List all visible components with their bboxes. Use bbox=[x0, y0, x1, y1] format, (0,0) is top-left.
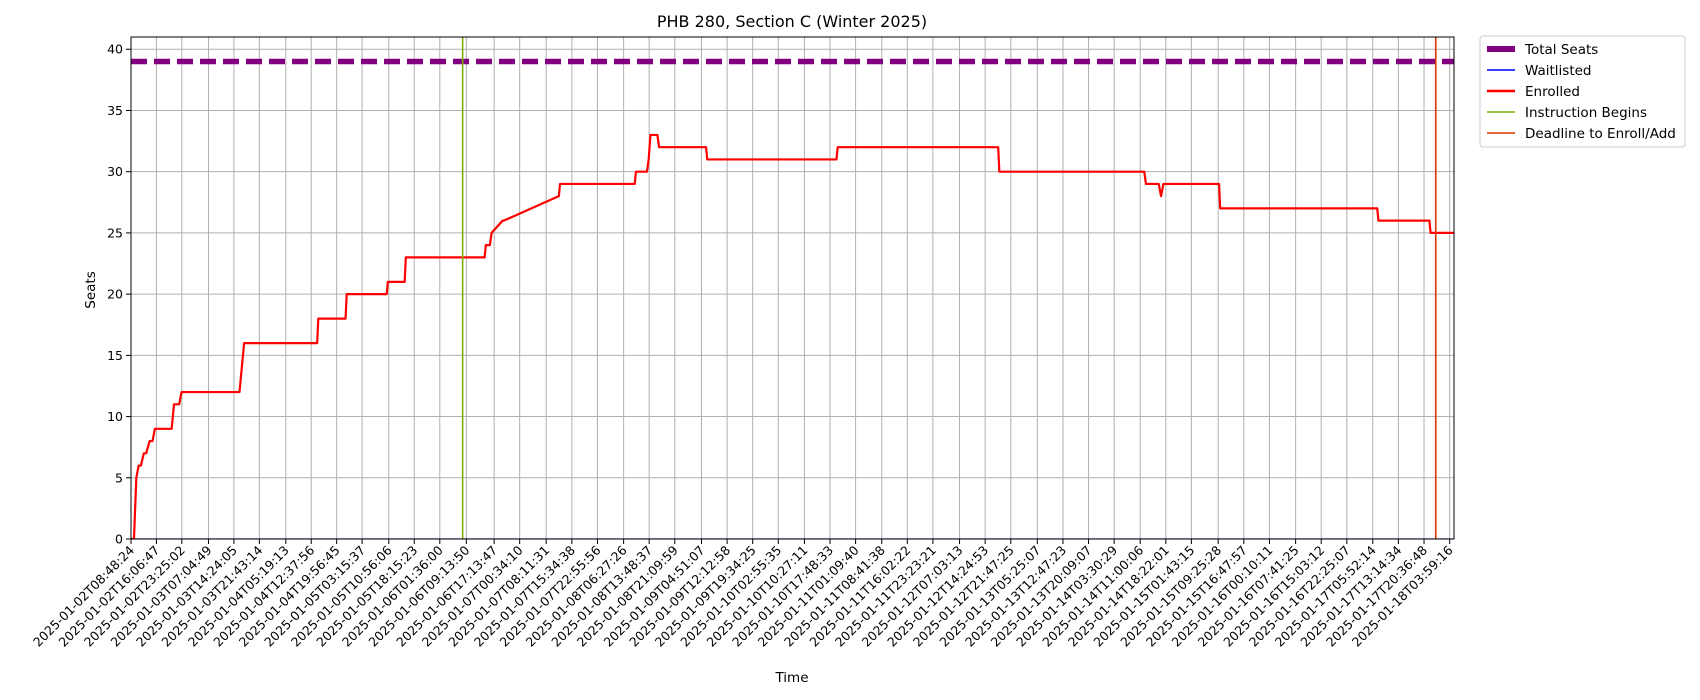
y-tick-label: 15 bbox=[107, 348, 123, 363]
data-layer bbox=[131, 37, 1454, 539]
y-tick-label: 20 bbox=[107, 287, 123, 302]
y-tick-label: 25 bbox=[107, 225, 123, 240]
chart-title: PHB 280, Section C (Winter 2025) bbox=[657, 12, 927, 31]
y-tick-label: 35 bbox=[107, 103, 123, 118]
legend-label-deadline-to-enroll-add: Deadline to Enroll/Add bbox=[1525, 126, 1676, 142]
y-tick-label: 5 bbox=[115, 470, 123, 485]
y-axis-title: Seats bbox=[83, 271, 99, 308]
y-tick-label: 10 bbox=[107, 409, 123, 424]
plot-frame bbox=[130, 36, 1455, 540]
series-enrolled-line bbox=[131, 133, 1454, 539]
y-tick-label: 30 bbox=[107, 164, 123, 179]
legend-items: Total Seats Waitlisted Enrolled Instruction… bbox=[1487, 42, 1676, 142]
legend: Total Seats Waitlisted Enrolled Instruction… bbox=[1479, 35, 1686, 148]
x-axis-ticks: 2025-01-02T08:48:242025-01-02T16:06:4720… bbox=[30, 539, 1456, 650]
y-tick-label: 40 bbox=[107, 42, 123, 57]
legend-frame bbox=[1479, 35, 1686, 148]
y-tick-label: 0 bbox=[115, 532, 123, 547]
legend-label-instruction-begins: Instruction Begins bbox=[1525, 105, 1647, 121]
legend-label-enrolled: Enrolled bbox=[1525, 84, 1580, 100]
legend-label-total-seats: Total Seats bbox=[1524, 42, 1598, 58]
legend-label-waitlisted: Waitlisted bbox=[1525, 63, 1592, 79]
y-axis-ticks: 0 5 10 15 20 25 30 35 40 bbox=[107, 42, 131, 547]
x-axis-title: Time bbox=[774, 670, 808, 686]
